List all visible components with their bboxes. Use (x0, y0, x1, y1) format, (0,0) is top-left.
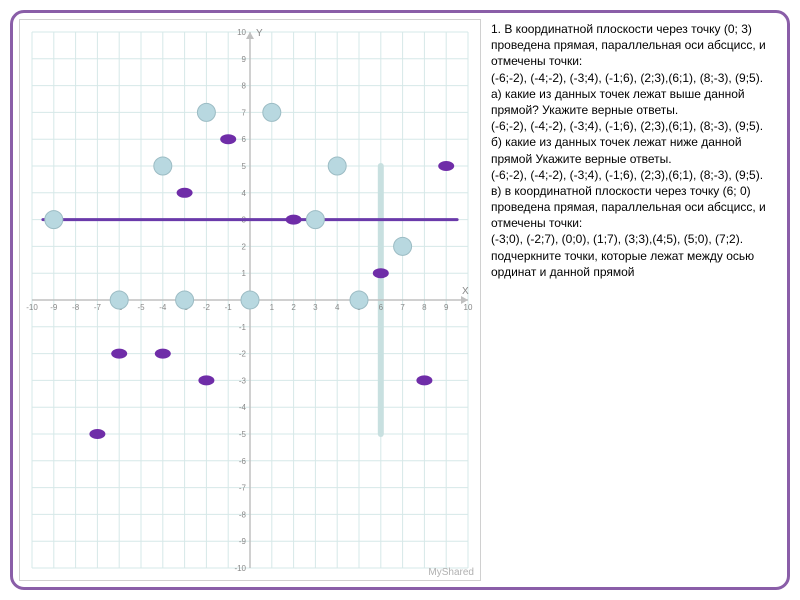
task-b-question: б) какие из данных точек лежат ниже данн… (491, 134, 777, 166)
svg-text:10: 10 (464, 303, 473, 312)
svg-text:2: 2 (242, 242, 247, 251)
task-c-points: (-3;0), (-2;7), (0;0), (1;7), (3;3),(4;5… (491, 231, 777, 247)
svg-text:-5: -5 (239, 430, 247, 439)
svg-text:1: 1 (270, 303, 275, 312)
svg-text:-2: -2 (203, 303, 211, 312)
svg-text:-8: -8 (239, 510, 247, 519)
svg-text:10: 10 (237, 28, 246, 37)
text-panel: 1. В координатной плоскости через точку … (487, 19, 781, 581)
task-title: 1. В координатной плоскости через точку … (491, 21, 777, 70)
svg-text:9: 9 (444, 303, 449, 312)
svg-text:-1: -1 (225, 303, 233, 312)
task-c-task: подчеркните точки, которые лежат между о… (491, 248, 777, 280)
task-b-points: (-6;-2), (-4;-2), (-3;4), (-1;6), (2;3),… (491, 167, 777, 183)
svg-text:-1: -1 (239, 323, 247, 332)
task-points: (-6;-2), (-4;-2), (-3;4), (-1;6), (2;3),… (491, 70, 777, 86)
chart-panel: -10 -9 -8 -7 -6 -5 -4 -3 -2 -1 1 2 3 4 5 6 7 8 9 10 -10 -9 -8 -… (19, 19, 481, 581)
svg-text:7: 7 (242, 108, 247, 117)
svg-text:Y: Y (256, 28, 263, 39)
svg-text:3: 3 (313, 303, 318, 312)
svg-text:8: 8 (422, 303, 427, 312)
watermark: MyShared (428, 567, 474, 578)
svg-text:-3: -3 (239, 376, 247, 385)
svg-text:-7: -7 (94, 303, 102, 312)
svg-text:-9: -9 (50, 303, 58, 312)
svg-text:6: 6 (379, 303, 384, 312)
svg-text:1: 1 (242, 269, 247, 278)
slide-frame: -10 -9 -8 -7 -6 -5 -4 -3 -2 -1 1 2 3 4 5 6 7 8 9 10 -10 -9 -8 -… (10, 10, 790, 590)
svg-text:7: 7 (400, 303, 405, 312)
task-a-points: (-6;-2), (-4;-2), (-3;4), (-1;6), (2;3),… (491, 118, 777, 134)
coordinate-plane: -10 -9 -8 -7 -6 -5 -4 -3 -2 -1 1 2 3 4 5 6 7 8 9 10 -10 -9 -8 -… (20, 20, 480, 580)
svg-text:-10: -10 (26, 303, 38, 312)
svg-text:9: 9 (242, 55, 247, 64)
svg-text:-9: -9 (239, 537, 247, 546)
task-c-question: в) в координатной плоскости через точку … (491, 183, 777, 232)
svg-text:-5: -5 (137, 303, 145, 312)
svg-text:8: 8 (242, 82, 247, 91)
svg-text:-8: -8 (72, 303, 80, 312)
svg-text:4: 4 (335, 303, 340, 312)
svg-text:6: 6 (242, 135, 247, 144)
svg-text:-6: -6 (239, 457, 247, 466)
task-a-question: а) какие из данных точек лежат выше данн… (491, 86, 777, 118)
svg-text:-2: -2 (239, 350, 247, 359)
svg-text:-7: -7 (239, 484, 247, 493)
svg-text:4: 4 (242, 189, 247, 198)
svg-text:-10: -10 (234, 564, 246, 573)
svg-text:5: 5 (242, 162, 247, 171)
svg-text:X: X (462, 286, 469, 297)
svg-text:-4: -4 (159, 303, 167, 312)
svg-text:2: 2 (291, 303, 296, 312)
svg-text:-4: -4 (239, 403, 247, 412)
